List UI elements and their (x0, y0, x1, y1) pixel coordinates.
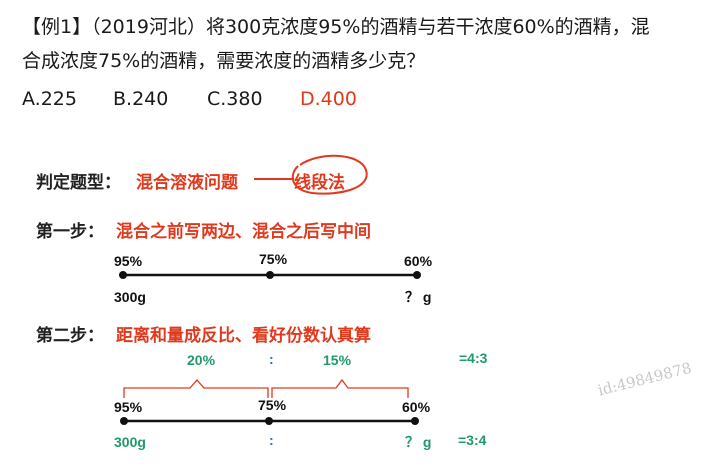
left-distance-brace (123, 379, 269, 398)
line2-right-percent: 60% (402, 399, 431, 415)
line2-colon-top: : (269, 351, 274, 367)
line2-right-distance: 15% (323, 352, 352, 368)
right-distance-brace (271, 378, 409, 398)
line1-point-mid (266, 271, 274, 279)
option-b: B.240 (113, 88, 169, 110)
line1-right-percent: 60% (404, 253, 433, 269)
line1-left-amount: 300g (114, 289, 146, 305)
type-prefix: 判定题型： (36, 173, 121, 193)
line1-point-left (119, 271, 127, 279)
ratio-top: =4:3 (459, 350, 488, 366)
line2-point-right (411, 417, 419, 425)
line2-right-amount: ？ g (405, 434, 432, 450)
line1-right-amount: ？ g (405, 289, 432, 305)
line2-colon-bottom: : (269, 432, 274, 448)
line1-left-percent: 95% (114, 253, 143, 269)
option-a: A.225 (22, 88, 77, 110)
line1-mid-percent: 75% (259, 251, 288, 267)
step1-text: 混合之前写两边、混合之后写中间 (116, 222, 371, 242)
option-d-correct: D.400 (300, 88, 357, 110)
ratio-bottom: =3:4 (458, 432, 487, 448)
type-name: 混合溶液问题 (136, 173, 238, 193)
line2-point-mid (265, 417, 273, 425)
line2-mid-percent: 75% (258, 397, 287, 413)
method-name: 线段法 (294, 173, 345, 193)
step2-text: 距离和量成反比、看好份数认真算 (116, 326, 371, 346)
method-circle (291, 154, 368, 195)
line1-point-right (413, 271, 421, 279)
step2-prefix: 第二步： (36, 326, 104, 346)
option-c: C.380 (207, 88, 263, 110)
question-line-2: 合成浓度75%的酒精，需要浓度的酒精多少克？ (22, 50, 426, 72)
line2-left-amount: 300g (114, 434, 146, 450)
line2-left-percent: 95% (114, 399, 143, 415)
step1-prefix: 第一步： (36, 222, 104, 242)
line2-point-left (120, 417, 128, 425)
question-line-1: 【例1】（2019河北）将300克浓度95%的酒精与若干浓度60%的酒精，混 (22, 16, 650, 38)
line2-left-distance: 20% (187, 352, 216, 368)
